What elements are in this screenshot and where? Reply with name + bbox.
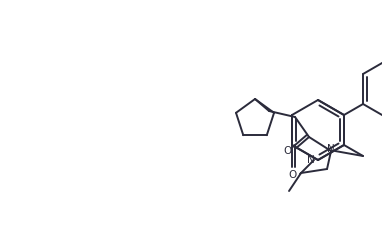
Text: O: O (288, 170, 296, 180)
Text: N: N (327, 144, 335, 154)
Text: N: N (307, 155, 315, 165)
Text: O: O (283, 146, 291, 156)
